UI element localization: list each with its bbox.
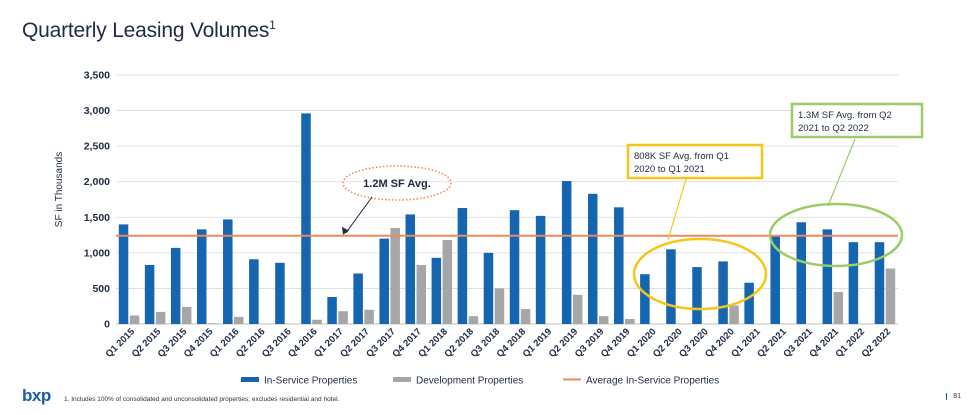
bar-development [312, 319, 322, 324]
bar-development [390, 227, 400, 324]
bar-in-service [770, 236, 780, 324]
bar-in-service [874, 242, 885, 324]
covid-callout-line1: 808K SF Avg. from Q1 [634, 151, 729, 162]
legend-label: Average In-Service Properties [586, 376, 719, 387]
legend-swatch [241, 377, 259, 382]
bar-in-service [301, 113, 311, 324]
bar-in-service [431, 257, 442, 324]
bar-in-service [405, 214, 416, 324]
bar-development [468, 316, 479, 324]
covid-callout-line2: 2020 to Q1 2021 [634, 164, 705, 175]
bar-development [338, 311, 348, 324]
avg-callout-ellipse [342, 165, 452, 201]
bar-in-service [744, 282, 754, 324]
bar-development [625, 319, 635, 324]
page-title-text: Quarterly Leasing Volumes [22, 19, 270, 42]
y-tick-label: 2,500 [84, 141, 110, 153]
bar-development [364, 309, 374, 324]
title-footnote-marker: 1 [269, 18, 276, 32]
bar-in-service [118, 224, 129, 324]
bar-in-service [509, 210, 520, 324]
bar-in-service [379, 238, 389, 324]
recovery-callout-line2: 2021 to Q2 2022 [798, 123, 869, 134]
legend-label: In-Service Properties [264, 376, 357, 387]
bar-in-service [535, 215, 546, 324]
bar-in-service [640, 274, 650, 324]
bar-in-service [327, 296, 337, 324]
recovery-period-ellipse [768, 202, 904, 268]
y-tick-label: 1,000 [84, 247, 110, 259]
y-tick-label: 500 [92, 283, 110, 295]
bar-in-service [483, 252, 494, 324]
footnote: 1. Includes 100% of consolidated and unc… [64, 396, 340, 403]
recovery-callout-box [790, 102, 924, 139]
avg-callout-text: 1.2M SF Avg. [363, 178, 431, 190]
bar-in-service [353, 273, 363, 324]
bar-in-service [196, 229, 207, 324]
bar-development [885, 268, 896, 324]
legend-swatch [393, 377, 411, 382]
bar-development [833, 291, 844, 324]
bar-in-service [249, 259, 259, 324]
bar-in-service [822, 229, 833, 324]
bar-in-service [587, 193, 598, 324]
covid-callout-box [626, 143, 764, 180]
bxp-logo: bxp [22, 386, 51, 405]
bar-in-service [848, 242, 859, 324]
bar-in-service [718, 261, 728, 324]
y-tick-label: 3,500 [84, 70, 110, 82]
bar-in-service [796, 222, 807, 324]
bar-development [572, 294, 583, 324]
bar-in-service [692, 267, 702, 324]
bar-in-service [170, 247, 181, 324]
bar-in-service [144, 264, 155, 324]
bar-development [520, 309, 531, 324]
bar-development [234, 316, 244, 324]
bar-in-service [666, 249, 676, 324]
y-tick-label: 0 [104, 319, 110, 331]
avg-callout-arrow [345, 196, 373, 234]
bar-in-service [223, 219, 233, 324]
bar-development [416, 264, 427, 324]
recovery-callout-leader [827, 138, 856, 207]
page-title: Quarterly Leasing Volumes1 [22, 18, 276, 43]
avg-callout-arrowhead [342, 226, 349, 235]
bar-development [442, 240, 453, 324]
bar-development [181, 306, 192, 324]
page-number: 81 [946, 393, 961, 400]
y-tick-label: 2,000 [84, 176, 110, 188]
y-tick-label: 3,000 [84, 105, 110, 117]
bar-in-service [275, 262, 285, 324]
recovery-callout-line1: 1.3M SF Avg. from Q2 [798, 110, 892, 121]
covid-callout-leader [667, 178, 687, 241]
legend-label: Development Properties [416, 376, 523, 387]
bar-in-service [614, 207, 624, 324]
bar-development [129, 315, 140, 324]
y-axis-label: SF in Thousands [54, 152, 65, 227]
bar-development [207, 323, 218, 324]
y-tick-label: 1,500 [84, 212, 110, 224]
bar-in-service [561, 181, 572, 324]
bar-development [155, 311, 166, 324]
bar-development [494, 288, 505, 324]
bar-development [729, 305, 739, 324]
x-tick-label: Q2 2022 [860, 326, 894, 360]
covid-period-ellipse [632, 237, 768, 311]
bar-in-service [457, 208, 468, 324]
bar-development [598, 316, 609, 324]
